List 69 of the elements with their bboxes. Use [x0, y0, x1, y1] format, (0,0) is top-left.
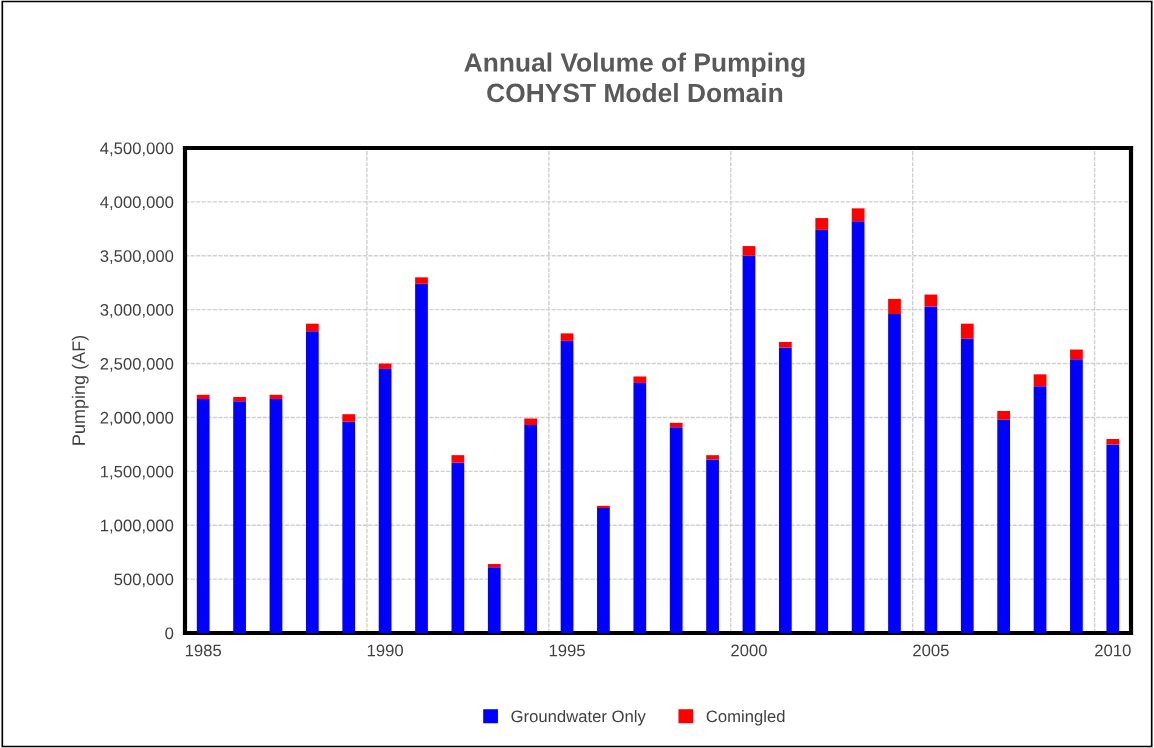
bar: [1106, 439, 1120, 445]
y-tick-label: 3,500,000: [100, 250, 174, 264]
y-tick-label: 1,000,000: [101, 519, 174, 534]
bar: [233, 396, 246, 402]
bar: [196, 399, 210, 633]
bar: [524, 424, 538, 633]
bar: [778, 342, 792, 348]
y-tick-label: 4,500,000: [100, 142, 174, 157]
bar: [924, 306, 938, 633]
bar: [269, 399, 283, 633]
bar: [706, 455, 719, 460]
bar: [1033, 374, 1047, 387]
chart-title: Annual Volume of Pumping COHYST Model Domain: [464, 52, 805, 103]
y-tick-label: 0: [165, 627, 174, 640]
y-tick-label: 1,500,000: [101, 465, 174, 480]
bar: [669, 422, 683, 428]
bar: [415, 283, 428, 633]
legend-label: Comingled: [706, 709, 785, 726]
legend-label: Groundwater Only: [511, 709, 646, 726]
y-tick-label: 500,000: [114, 573, 174, 588]
bar: [997, 410, 1011, 420]
bar: [633, 376, 647, 383]
bar: [633, 382, 647, 633]
bar: [778, 347, 792, 633]
bar: [597, 507, 610, 633]
bar: [742, 246, 756, 256]
bar: [487, 567, 501, 633]
bar: [1070, 349, 1083, 360]
bar: [815, 218, 829, 230]
y-tick-label: 2,000,000: [100, 411, 174, 426]
bar: [196, 394, 210, 400]
bar: [560, 340, 574, 633]
bar: [305, 323, 319, 332]
y-tick-label: 3,000,000: [100, 304, 174, 318]
bar: [524, 418, 538, 425]
bar: [888, 298, 901, 314]
bar: [415, 277, 428, 284]
bar: [342, 414, 356, 422]
bar: [851, 208, 865, 222]
bar: [1070, 359, 1083, 633]
x-tick-label: 2005: [913, 644, 949, 657]
x-tick-label: 1985: [185, 644, 222, 657]
bar: [1106, 444, 1120, 633]
bar: [960, 338, 974, 633]
bar: [669, 427, 683, 633]
y-tick-label: 2,500,000: [100, 357, 174, 372]
x-tick-label: 1995: [549, 644, 585, 657]
bar: [233, 401, 246, 633]
x-tick-label: 2010: [1095, 644, 1131, 657]
bar: [597, 505, 610, 508]
y-tick-label: 4,000,000: [100, 196, 174, 211]
bar: [888, 313, 901, 633]
bar: [1033, 386, 1047, 633]
bar: [997, 419, 1011, 633]
bar: [342, 421, 356, 633]
bar: [305, 331, 319, 633]
bar: [960, 323, 974, 339]
x-tick-label: 1990: [367, 644, 403, 657]
bar: [851, 221, 865, 633]
x-tick-label: 2000: [731, 644, 767, 657]
bar: [451, 462, 465, 633]
bar: [487, 564, 501, 568]
bar: [742, 255, 756, 633]
bar: [706, 459, 719, 633]
bar: [815, 229, 829, 633]
y-axis-title: Pumping (AF): [71, 335, 89, 445]
bar: [560, 333, 574, 341]
bar: [378, 368, 392, 633]
bar: [451, 455, 465, 463]
